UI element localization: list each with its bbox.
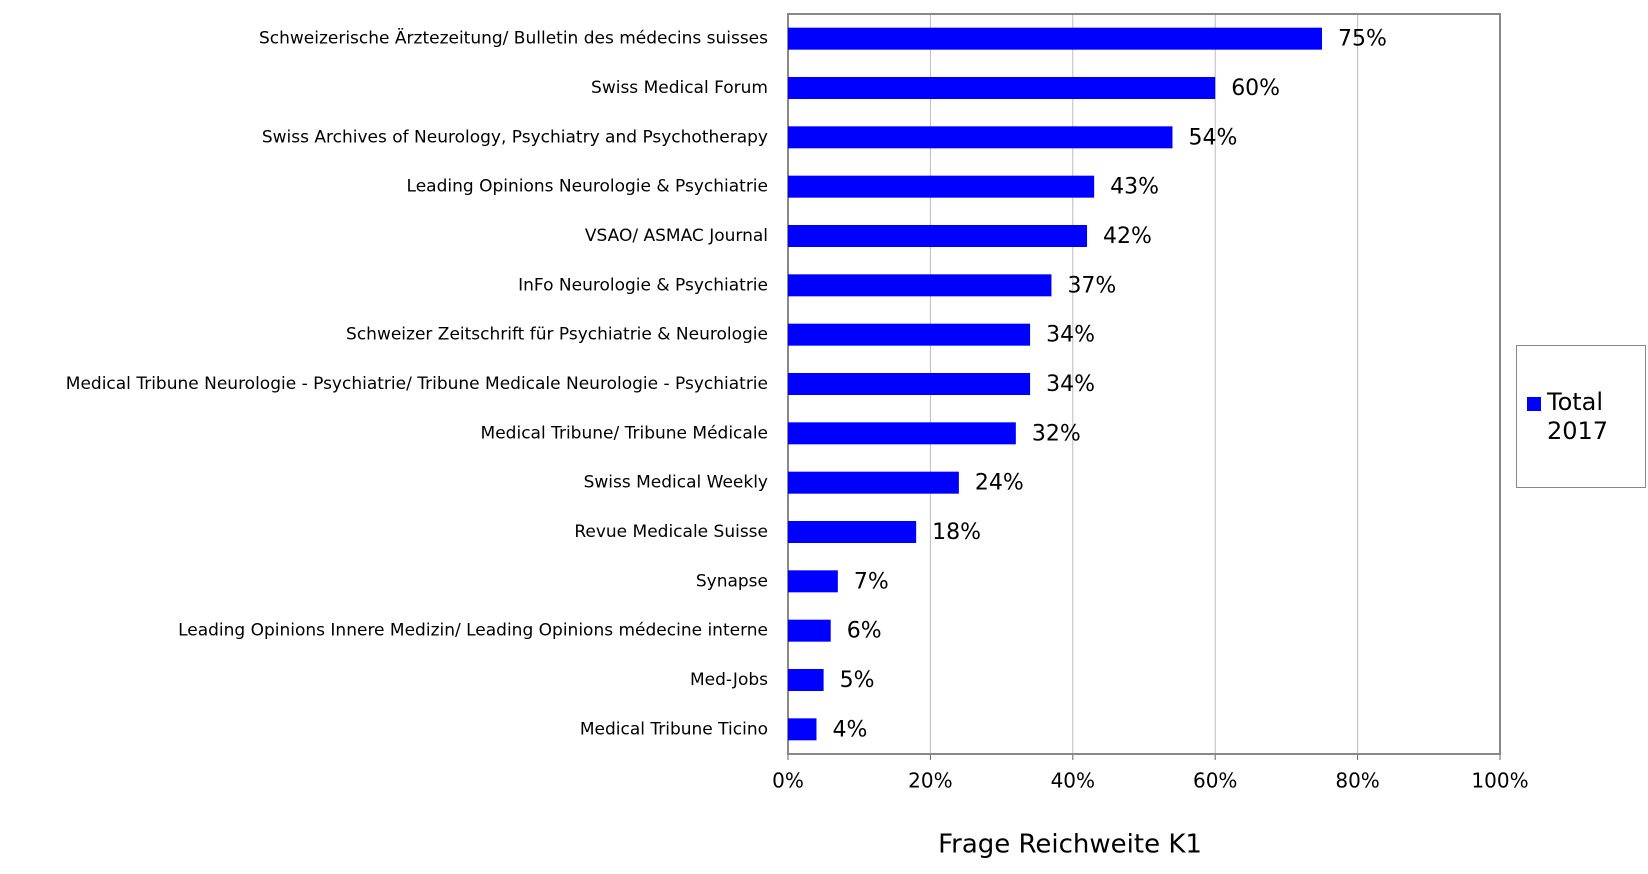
- y-tick-label: InFo Neurologie & Psychiatrie: [518, 275, 768, 295]
- y-tick-label: Synapse: [696, 571, 768, 591]
- value-label: 24%: [975, 471, 1024, 496]
- bar: [788, 274, 1052, 297]
- y-tick-label: Swiss Medical Forum: [591, 78, 768, 98]
- value-label: 75%: [1338, 27, 1387, 52]
- y-tick-label: Swiss Medical Weekly: [584, 473, 768, 493]
- y-tick-label: Leading Opinions Neurologie & Psychiatri…: [407, 177, 768, 197]
- y-tick-label: Leading Opinions Innere Medizin/ Leading…: [178, 621, 768, 641]
- x-axis-label: Frage Reichweite K1: [938, 830, 1202, 860]
- y-tick-label: Med-Jobs: [690, 670, 768, 690]
- y-tick-label: Medical Tribune Ticino: [580, 719, 768, 739]
- y-tick-label: Schweizer Zeitschrift für Psychiatrie & …: [346, 325, 768, 345]
- y-tick-label: Medical Tribune Neurologie - Psychiatrie…: [66, 374, 768, 394]
- bar: [788, 669, 824, 691]
- y-tick-label: Medical Tribune/ Tribune Médicale: [481, 423, 768, 443]
- value-label: 7%: [854, 569, 889, 594]
- bar: [788, 619, 831, 642]
- y-tick-label: Schweizerische Ärztezeitung/ Bulletin de…: [259, 28, 768, 49]
- y-tick-label: VSAO/ ASMAC Journal: [585, 226, 768, 246]
- bar: [788, 323, 1031, 346]
- y-tick-label: Revue Medicale Suisse: [574, 522, 768, 542]
- bar: [788, 77, 1216, 99]
- value-label: 54%: [1188, 125, 1237, 150]
- x-tick-label: 100%: [1471, 769, 1528, 793]
- y-tick-label: Swiss Archives of Neurology, Psychiatry …: [262, 127, 768, 147]
- value-label: 34%: [1046, 372, 1095, 397]
- value-label: 5%: [840, 668, 875, 693]
- bar: [788, 373, 1031, 395]
- x-tick-label: 80%: [1335, 769, 1379, 793]
- legend: Total 2017: [1516, 345, 1646, 488]
- bar: [788, 225, 1088, 247]
- value-label: 4%: [832, 717, 867, 742]
- bar: [788, 175, 1095, 198]
- value-label: 18%: [932, 520, 981, 545]
- bar: [788, 570, 838, 593]
- value-label: 32%: [1032, 421, 1081, 446]
- bar: [788, 471, 959, 494]
- legend-label: Total 2017: [1547, 387, 1609, 445]
- value-label: 42%: [1103, 224, 1152, 249]
- bar: [788, 126, 1173, 149]
- x-tick-label: 20%: [908, 769, 952, 793]
- value-label: 6%: [847, 619, 882, 644]
- bar: [788, 521, 917, 543]
- value-label: 60%: [1231, 76, 1280, 101]
- bar: [788, 27, 1322, 50]
- value-label: 34%: [1046, 323, 1095, 348]
- bar: [788, 422, 1016, 445]
- x-tick-label: 0%: [772, 769, 804, 793]
- x-tick-label: 40%: [1051, 769, 1095, 793]
- x-tick-label: 60%: [1193, 769, 1237, 793]
- bar: [788, 718, 817, 741]
- value-label: 37%: [1067, 273, 1116, 298]
- value-label: 43%: [1110, 175, 1159, 200]
- legend-swatch: [1527, 396, 1541, 411]
